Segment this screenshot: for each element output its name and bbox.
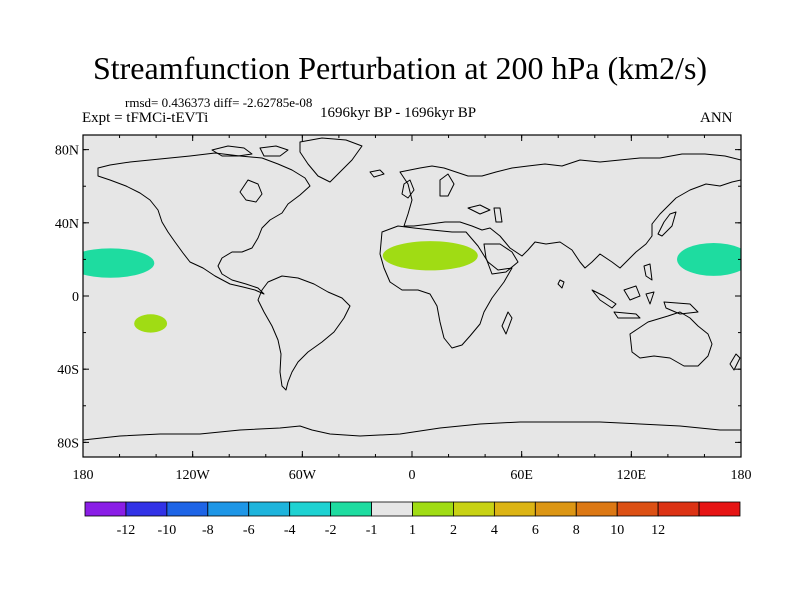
coast-philippines (643, 263, 653, 281)
anomaly-north-pacific-east (677, 242, 741, 276)
coast-north-america (97, 152, 311, 295)
coast-arctic-islands (211, 145, 289, 157)
coast-hudson-bay (239, 179, 263, 203)
stats-line: rmsd= 0.436373 diff= -2.62785e-08 (125, 95, 313, 110)
lon-label: 120W (176, 468, 211, 483)
coast-baltic (439, 173, 455, 197)
colorbar-swatch (412, 501, 454, 517)
colorbar-label: -10 (158, 523, 177, 538)
lon-label: 180 (73, 468, 94, 483)
period-label: 1696kyr BP - 1696kyr BP (320, 105, 477, 121)
map-background (83, 135, 741, 457)
season-label: ANN (700, 110, 733, 126)
colorbar-label: 6 (532, 523, 539, 538)
coast-arabia (483, 243, 519, 275)
colorbar-swatch (698, 501, 741, 517)
lon-label: 120E (617, 468, 647, 483)
colorbar-swatch (248, 501, 291, 517)
colorbar-swatch (453, 501, 495, 517)
lat-label: 0 (72, 290, 79, 305)
lat-label: 80S (57, 436, 79, 451)
coast-new-zealand (729, 353, 741, 371)
colorbar-label: 8 (573, 523, 580, 538)
coast-japan (657, 211, 677, 237)
coast-south-america (257, 275, 351, 391)
coast-antarctica (83, 421, 741, 441)
experiment-label: Expt = tFMCi-tEVTi (82, 110, 209, 126)
colorbar-swatch (493, 501, 536, 517)
colorbar-swatch (330, 501, 372, 517)
colorbar-swatch (289, 501, 332, 517)
anomaly-layer (83, 241, 741, 333)
lat-label: 40N (55, 217, 79, 232)
colorbar-label: 1 (409, 523, 416, 538)
colorbar-label: 2 (450, 523, 457, 538)
colorbar-label: -1 (366, 523, 378, 538)
colorbar-label: -2 (325, 523, 337, 538)
anomaly-sahara (382, 241, 478, 271)
plot-title: Streamfunction Perturbation at 200 hPa (… (92, 50, 708, 86)
colorbar-label: -6 (243, 523, 255, 538)
lon-label: 60E (510, 468, 533, 483)
lon-label: 60W (289, 468, 317, 483)
coast-madagascar (501, 311, 513, 335)
anomaly-south-pacific (134, 314, 168, 333)
coast-eurasia (399, 153, 741, 269)
colorbar-swatch (207, 501, 250, 517)
colorbar-label: 4 (491, 523, 498, 538)
coast-africa (379, 225, 513, 349)
coast-iceland (369, 169, 385, 178)
lat-label: 40S (57, 363, 79, 378)
colorbar-swatch (84, 501, 127, 517)
colorbar-label: -8 (202, 523, 214, 538)
colorbar-label: 10 (610, 523, 624, 538)
colorbar-swatch (166, 501, 209, 517)
colorbar-swatch (657, 501, 700, 517)
coast-greenland (299, 137, 363, 183)
colorbar-label: -12 (117, 523, 136, 538)
colorbar-label: -4 (284, 523, 296, 538)
lon-label: 180 (731, 468, 752, 483)
anomaly-north-pacific-west (83, 248, 155, 278)
colorbar-label: 12 (651, 523, 665, 538)
colorbar-swatch (125, 501, 168, 517)
coast-australia (629, 311, 713, 367)
colorbar-swatch (575, 501, 618, 517)
coastlines (83, 137, 741, 441)
coast-sri-lanka (557, 279, 565, 289)
axis-ticks: 80N 40N 0 40S 80S 180 120W 60W 0 60E 120E 180 (55, 135, 752, 483)
lon-label: 0 (409, 468, 416, 483)
coast-caspian (493, 207, 503, 223)
colorbar-swatch (371, 501, 413, 517)
colorbar: -12 -10 -8 -6 -4 -2 -1 1 2 4 6 8 10 12 (84, 501, 741, 538)
coast-black-sea (467, 204, 491, 215)
coast-british-isles (401, 179, 415, 199)
lat-label: 80N (55, 144, 79, 159)
colorbar-swatch (616, 501, 659, 517)
colorbar-swatch (534, 501, 577, 517)
coast-indonesia (591, 285, 699, 319)
